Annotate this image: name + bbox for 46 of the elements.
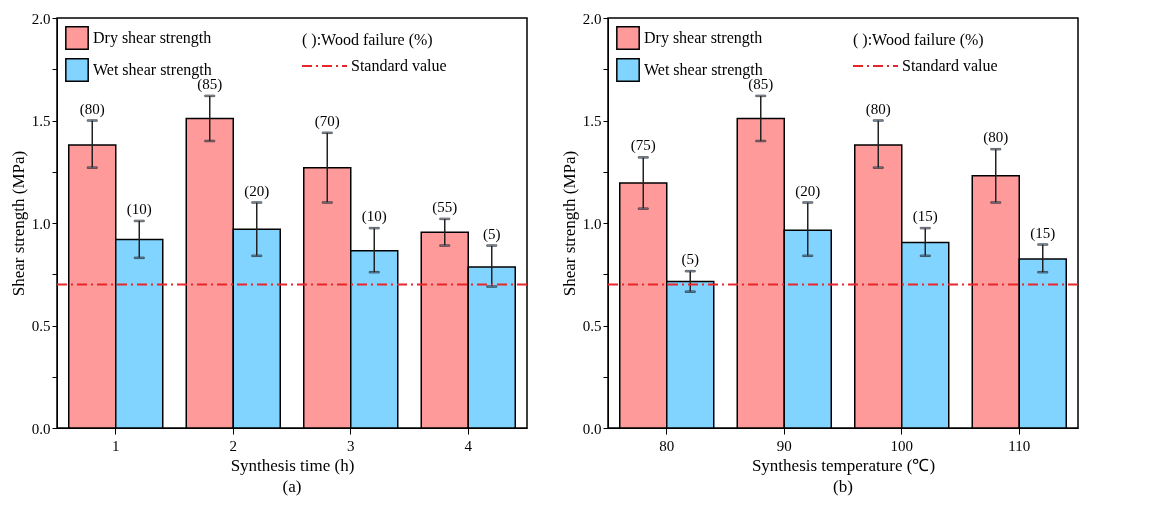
x-tick-label: 100 [890,437,913,454]
annotation: (80) [865,100,891,118]
y-tick-label: 2.0 [31,10,51,27]
x-axis-title: Synthesis time (h) [230,455,355,475]
legend-label: Dry shear strength [93,29,212,47]
x-tick-label: 1 [112,437,120,454]
legend-label: Wet shear strength [644,61,763,79]
y-tick-label: 0.5 [582,318,602,334]
y-tick-label: 2.0 [582,10,602,27]
annotation: (15) [912,208,938,226]
legend-label: Dry shear strength [644,29,763,47]
annotation: (5) [681,251,699,269]
y-axis-title: Shear strength (MPa) [8,150,28,297]
annotation: (5) [483,225,501,243]
annotation: (10) [126,200,152,218]
y-tick-label: 1.0 [31,215,51,232]
y-tick-label: 0.0 [582,420,602,437]
y-tick-label: 0.0 [31,420,51,437]
legend-label: Wet shear strength [93,61,212,79]
x-tick-label: 80 [659,437,675,454]
y-axis-title: Shear strength (MPa) [559,150,579,297]
x-tick-label: 2 [229,437,237,454]
annotation: (70) [314,112,340,130]
x-tick-label: 110 [1008,437,1031,454]
y-tick-label: 0.5 [31,318,51,334]
annotation: ( ):Wood failure (%) [853,31,984,49]
x-tick-label: 90 [776,437,792,454]
y-tick-label: 1.0 [582,215,602,232]
text: (a) [282,477,302,496]
legend-label: Standard value [351,57,447,74]
annotation: (10) [361,208,387,226]
y-tick-label: 1.5 [582,113,602,129]
annotation: (15) [1030,224,1056,242]
y-tick-label: 1.5 [31,113,51,129]
annotation: (20) [795,182,821,200]
annotation: (80) [79,100,105,118]
x-axis-title: Synthesis temperature (℃) [751,455,936,475]
x-tick-label: 3 [347,437,355,454]
text: (b) [833,477,853,496]
annotation: ( ):Wood failure (%) [302,31,433,49]
annotation: (75) [630,137,656,155]
annotation: (80) [983,129,1009,147]
annotation: (20) [244,182,270,200]
legend-label: Standard value [902,57,998,74]
x-tick-label: 4 [464,437,473,454]
annotation: (55) [432,198,458,216]
